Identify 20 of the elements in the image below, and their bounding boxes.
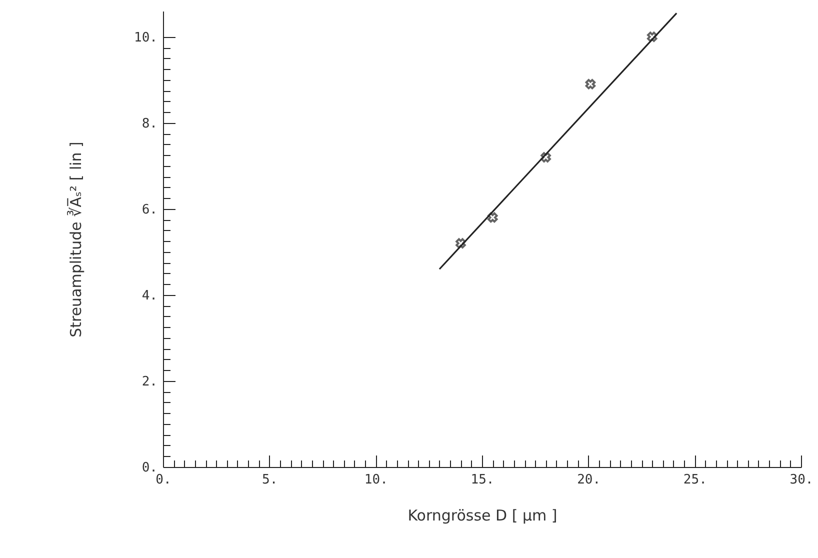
y-tick-label: 8.	[142, 116, 158, 132]
y-tick-label: 10.	[134, 30, 158, 46]
x-tick-label: 30.	[790, 472, 814, 488]
x-tick-label: 5.	[262, 472, 278, 488]
point	[487, 212, 498, 223]
y-tick-label: 4.	[142, 288, 158, 304]
point	[456, 238, 466, 248]
x-tick-label: 10.	[364, 472, 388, 488]
y-tick-label: 0.	[142, 460, 158, 476]
x-tick-label: 20.	[577, 472, 601, 488]
point	[646, 32, 658, 42]
x-tick-label: 25.	[683, 472, 707, 488]
x-tick-label: 15.	[470, 472, 494, 488]
x-axis-title: Korngrösse D [ μm ]	[408, 506, 558, 524]
y-tick-label: 6.	[142, 202, 158, 218]
point	[585, 78, 596, 90]
point	[540, 152, 551, 162]
y-tick-label: 2.	[142, 374, 158, 390]
y-axis-title: Streuamplitude ∛A̅ₛ² [ lin ]	[66, 142, 86, 338]
x-tick-label: 0.	[156, 472, 172, 488]
